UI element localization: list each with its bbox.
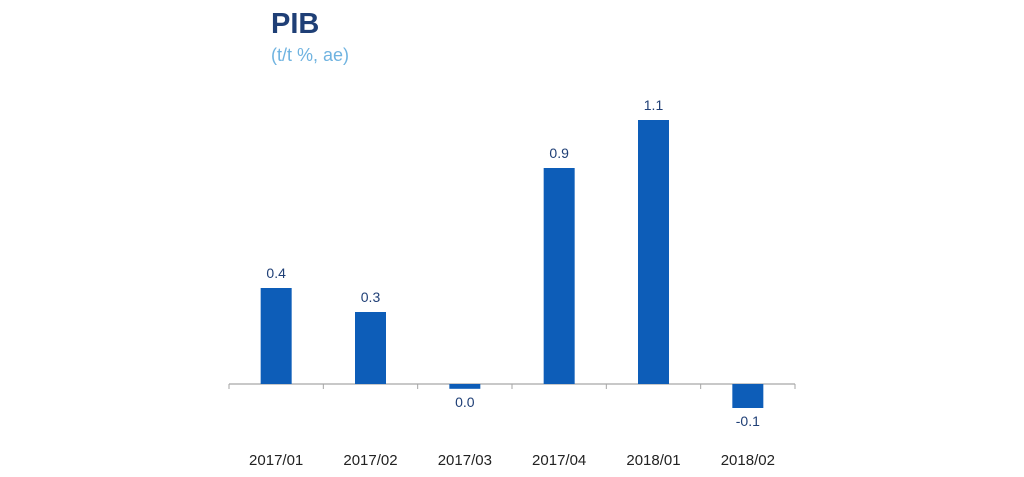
x-tick-label: 2018/02	[721, 452, 775, 469]
bar-2017-03	[449, 384, 481, 389]
bar-2018-01	[638, 120, 669, 384]
bar-2018-02	[732, 384, 764, 408]
data-label: 1.1	[644, 97, 664, 113]
x-tick-label: 2017/01	[249, 452, 303, 469]
data-label: 0.3	[361, 289, 381, 305]
bar-2017-01	[260, 288, 292, 384]
bar-2017-04	[543, 168, 575, 384]
x-tick-label: 2017/03	[438, 452, 492, 469]
x-tick-label: 2018/01	[626, 452, 680, 469]
chart-subtitle: (t/t %, ae)	[271, 45, 350, 65]
x-tick-label: 2017/04	[532, 452, 586, 469]
data-label: 0.9	[549, 145, 569, 161]
x-tick-label: 2017/02	[343, 452, 397, 469]
chart-title: PIB	[271, 8, 320, 40]
data-label: 0.4	[266, 265, 286, 281]
data-label: 0.0	[455, 394, 475, 410]
bar-2017-02	[355, 312, 386, 384]
data-label: -0.1	[736, 413, 760, 429]
